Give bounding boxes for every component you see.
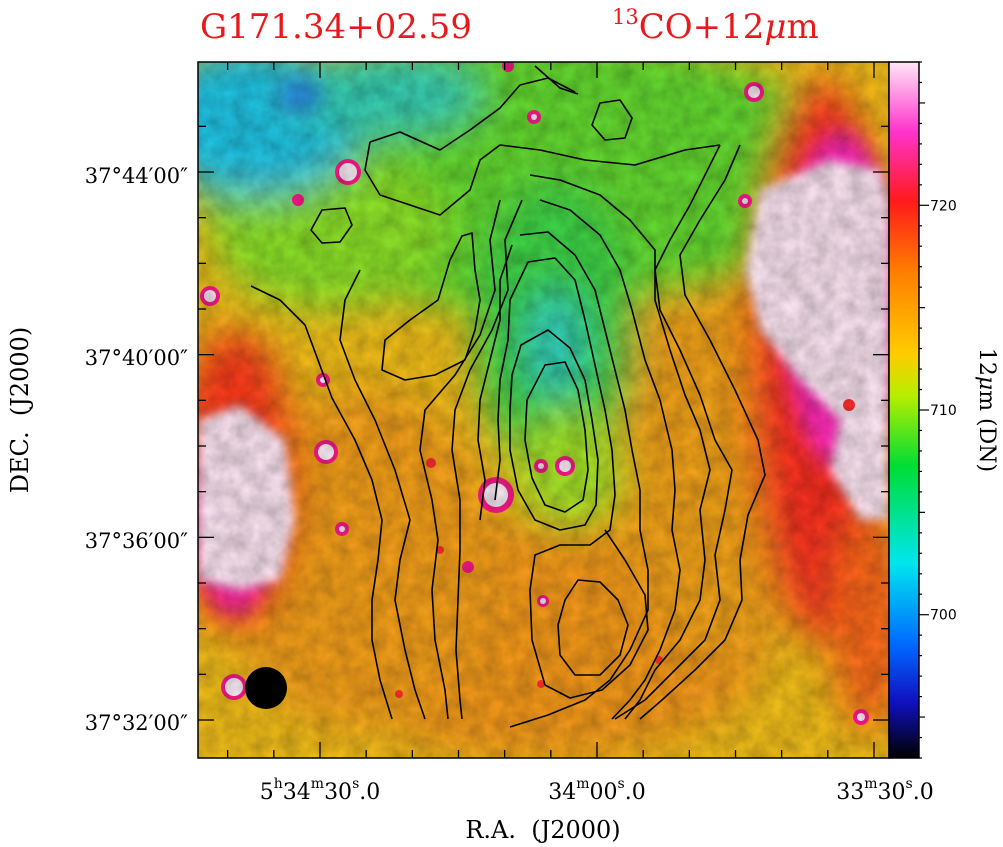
y-tick-labels: 37°44′00″ 37°40′00″ 37°36′00″ 37°32′00″ (85, 164, 188, 735)
chart-title-right: 13CO+12μm (612, 5, 819, 47)
contour-level-2 (339, 269, 426, 720)
contour-level-6 (494, 261, 529, 501)
point-sources (200, 62, 869, 725)
contour-level-2 (639, 144, 766, 720)
contour-level-2 (364, 141, 721, 216)
contour-level-4 (539, 199, 681, 720)
beam-marker (245, 667, 287, 709)
title-mu: μ (764, 7, 786, 47)
contour-level-1 (369, 77, 576, 151)
saturated-region-left (198, 405, 295, 590)
contour-level-1 (250, 285, 393, 720)
y-tick-label: 37°36′00″ (85, 529, 188, 553)
colorbar-tick-label: 700 (930, 608, 957, 624)
cyan-region (280, 62, 480, 135)
chart-title-left: G171.34+02.59 (200, 7, 472, 47)
contour-level-3 (419, 199, 501, 720)
contour-level-1 (614, 144, 733, 720)
title-superscript: 13 (612, 5, 639, 29)
y-axis-label: DEC. (J2000) (6, 327, 34, 494)
colorbar-tick-label: 710 (930, 403, 957, 419)
red-region (830, 510, 889, 730)
contour-level-5 (477, 244, 513, 521)
contour-level-8 (557, 579, 629, 676)
y-tick-label: 37°32′00″ (85, 711, 188, 735)
contour-lines (250, 65, 766, 728)
map-ticks (198, 62, 889, 758)
x-tick-label: 5h34m30s.0 (260, 776, 381, 805)
cyan-region (525, 290, 585, 400)
intensity-map (198, 62, 889, 758)
title-unit: m (786, 7, 818, 47)
x-axis-label: R.A. (J2000) (465, 816, 620, 844)
blue-spot (278, 77, 322, 113)
contour-level-4 (451, 199, 523, 720)
contour-level-5 (509, 231, 649, 728)
x-tick-labels: 5h34m30s.0 34m00s.0 33m30s.0 (260, 776, 934, 805)
colorbar-ticks (919, 61, 929, 759)
title-main: CO+12 (639, 7, 765, 47)
contour-level-3 (381, 232, 481, 381)
x-tick-label: 33m30s.0 (836, 776, 933, 805)
contour-small (534, 65, 579, 95)
y-tick-label: 37°40′00″ (85, 346, 188, 370)
colorbar-label: 12μm (DN) (974, 348, 999, 472)
contour-level-3 (529, 174, 711, 720)
contour-small (310, 207, 353, 244)
contour-level-8 (524, 361, 589, 513)
saturated-region-right (745, 160, 889, 520)
colorbar-tick-label: 720 (930, 198, 957, 214)
contour-small (591, 99, 633, 141)
contour-level-7 (509, 329, 599, 531)
colorbar (888, 61, 920, 759)
contour-level-6 (527, 257, 649, 699)
x-tick-label: 34m00s.0 (548, 776, 645, 805)
y-tick-label: 37°44′00″ (85, 164, 188, 188)
